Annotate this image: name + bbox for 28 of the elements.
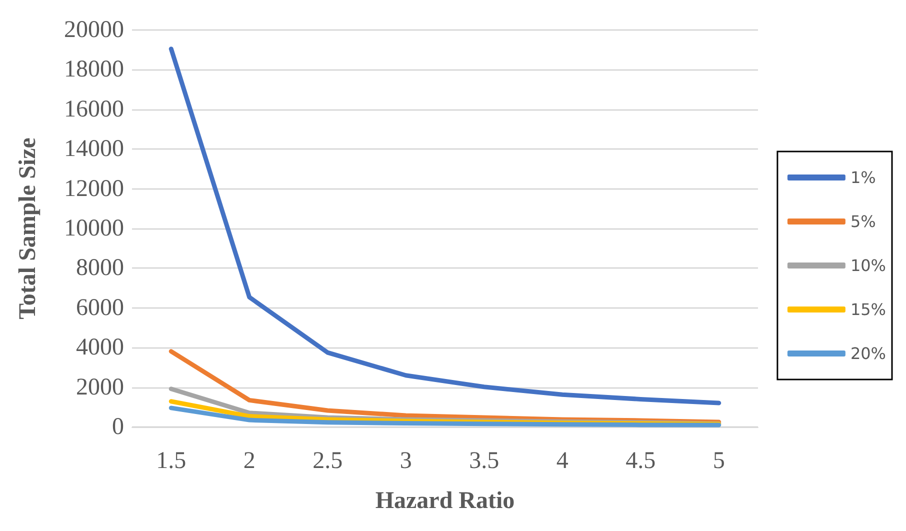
y-tick-label: 12000 <box>64 176 124 202</box>
x-axis-title: Hazard Ratio <box>375 488 515 514</box>
x-tick-label: 3.5 <box>469 448 500 474</box>
y-tick-label: 18000 <box>64 56 124 83</box>
y-axis-title: Total Sample Size <box>15 137 41 320</box>
x-tick-label: 4 <box>556 448 568 474</box>
x-tick-label: 5 <box>712 448 725 474</box>
y-tick-label: 16000 <box>64 96 124 122</box>
y-tick-label: 8000 <box>76 255 124 282</box>
x-tick-label: 2 <box>243 448 256 474</box>
line-series <box>168 46 722 406</box>
y-tick-label: 6000 <box>76 294 124 321</box>
x-tick-label: 1.5 <box>156 448 186 474</box>
y-tick-label: 10000 <box>64 216 124 242</box>
x-tick-label: 3 <box>400 448 412 474</box>
y-tick-label: 0 <box>112 414 124 440</box>
legend-label: 20% <box>850 344 886 363</box>
legend-label: 10% <box>850 256 886 275</box>
line-series <box>168 406 722 428</box>
legend-label: 1% <box>850 168 876 187</box>
legend-label: 15% <box>850 300 886 319</box>
y-tick-label: 4000 <box>76 334 124 361</box>
y-tick-label: 2000 <box>76 374 124 400</box>
x-tick-label: 2.5 <box>312 448 343 474</box>
x-tick-label: 4.5 <box>626 448 656 474</box>
legend-label: 5% <box>850 212 876 231</box>
y-tick-label: 20000 <box>64 17 124 43</box>
y-tick-label: 14000 <box>64 136 124 162</box>
